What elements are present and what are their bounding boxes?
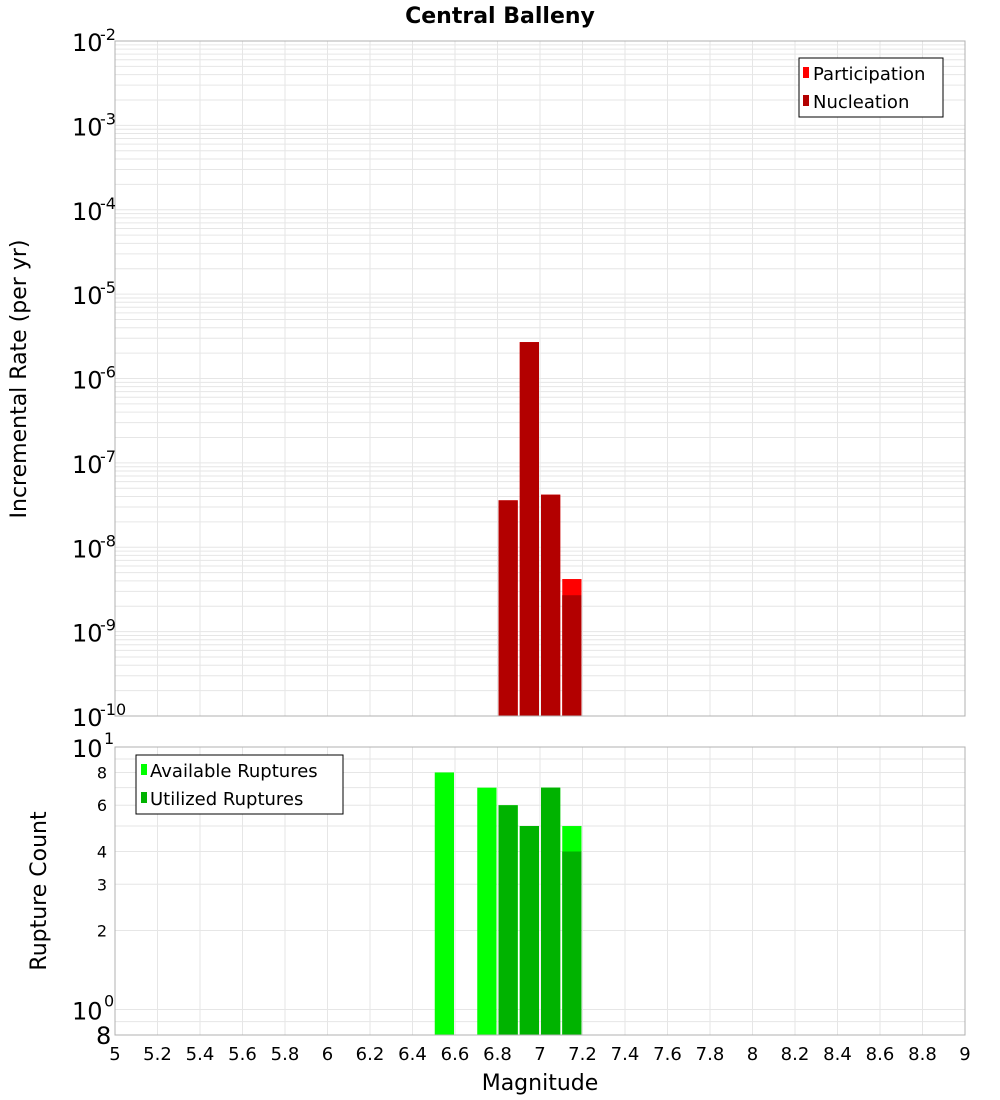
x-tick-label: 7 [534, 1044, 545, 1065]
x-tick-label: 5.8 [271, 1044, 300, 1065]
bottom-y-minor-tick-label: 3 [97, 875, 107, 894]
x-tick-label: 6.2 [356, 1044, 385, 1065]
x-tick-label: 7.6 [653, 1044, 682, 1065]
x-tick-label: 7.2 [568, 1044, 597, 1065]
legend-participation-swatch [803, 67, 809, 78]
top-y-tick-exponent: -10 [100, 700, 126, 719]
bottom-y-axis-label: Rupture Count [27, 811, 52, 971]
top-y-tick-label: 10 [72, 620, 103, 648]
top-legend: Participation Nucleation [798, 57, 944, 118]
top-y-tick-exponent: -4 [100, 194, 116, 213]
x-tick-label: 9 [959, 1044, 970, 1065]
top-legend-box [798, 57, 944, 118]
x-tick-label: 8.6 [866, 1044, 895, 1065]
bottom-legend-box [135, 754, 344, 815]
top-y-tick-label: 10 [72, 451, 103, 479]
x-tick-label: 7.4 [611, 1044, 640, 1065]
x-tick-label: 8 [747, 1044, 758, 1065]
nucleation-bar [498, 500, 518, 716]
top-y-axis-label: Incremental Rate (per yr) [7, 240, 32, 519]
utilized-ruptures-bar [519, 826, 539, 1035]
top-y-tick-exponent: -5 [100, 278, 116, 297]
legend-nucleation-swatch [803, 95, 809, 106]
top-y-tick-label: 10 [72, 113, 103, 141]
legend-available-swatch [141, 764, 147, 775]
bottom-bars [434, 772, 582, 1035]
x-tick-label: 5.2 [143, 1044, 172, 1065]
available-ruptures-bar [477, 787, 497, 1035]
top-y-tick-label: 10 [72, 367, 103, 395]
top-grid [114, 41, 966, 717]
top-y-tick-label: 10 [72, 535, 103, 563]
bottom-y-minor-tick-label: 2 [97, 922, 107, 941]
bottom-y-minor-tick-label: 4 [97, 842, 107, 861]
legend-utilized-label: Utilized Ruptures [150, 789, 303, 810]
x-axis-label: Magnitude [482, 1071, 599, 1096]
utilized-ruptures-bar [498, 805, 518, 1035]
x-tick-label: 5.4 [186, 1044, 215, 1065]
x-tick-label: 8.8 [908, 1044, 937, 1065]
top-bars [498, 342, 582, 716]
bottom-y-minor-tick-label: 6 [97, 796, 107, 815]
top-y-tick-exponent: -6 [100, 363, 116, 382]
legend-participation-label: Participation [813, 64, 925, 85]
x-tick-label: 6.6 [441, 1044, 470, 1065]
x-ticks: 5 5.2 5.4 5.6 5.8 6 6.2 6.4 6.6 6.8 7 7.2 7.4 7.6 7.8 8… [109, 1044, 970, 1065]
legend-nucleation-label: Nucleation [813, 92, 909, 113]
x-tick-label: 6.8 [483, 1044, 512, 1065]
utilized-ruptures-bar [541, 787, 561, 1035]
bottom-legend: Available Ruptures Utilized Ruptures [135, 754, 344, 815]
nucleation-bar [541, 494, 561, 716]
top-y-tick-label: 10 [72, 282, 103, 310]
chart-title: Central Balleny [405, 4, 595, 29]
nucleation-bar [562, 595, 582, 716]
x-tick-label: 8.4 [823, 1044, 852, 1065]
top-y-ticks: 10-210-310-410-510-610-710-810-910-10 [72, 25, 126, 732]
legend-available-label: Available Ruptures [150, 761, 318, 782]
bottom-y-tick-exponent: 1 [104, 729, 114, 748]
bottom-y-tick-exponent: 0 [104, 992, 114, 1011]
top-y-tick-exponent: -9 [100, 616, 116, 635]
nucleation-bar [519, 342, 539, 716]
bottom-y-tick-label: 10 [72, 735, 103, 763]
available-ruptures-bar [434, 772, 454, 1035]
x-tick-label: 7.8 [696, 1044, 725, 1065]
top-panel: 10-210-310-410-510-610-710-810-910-10 In… [7, 25, 966, 732]
top-y-tick-exponent: -7 [100, 447, 116, 466]
bottom-plot-frame [114, 746, 966, 1036]
top-y-tick-exponent: -3 [100, 109, 116, 128]
top-y-tick-exponent: -2 [100, 25, 116, 44]
bottom-y-tick-label: 8 [96, 1022, 111, 1050]
x-tick-label: 5 [109, 1044, 120, 1065]
top-y-tick-label: 10 [72, 29, 103, 57]
top-y-tick-label: 10 [72, 704, 103, 732]
legend-utilized-swatch [141, 792, 147, 803]
top-plot-frame [114, 40, 966, 717]
x-tick-label: 5.6 [228, 1044, 257, 1065]
x-tick-label: 8.2 [781, 1044, 810, 1065]
x-tick-label: 6 [322, 1044, 333, 1065]
top-y-tick-exponent: -8 [100, 531, 116, 550]
x-tick-label: 6.4 [398, 1044, 427, 1065]
bottom-y-minor-tick-label: 8 [97, 763, 107, 782]
utilized-ruptures-bar [562, 851, 582, 1035]
bottom-y-tick-label: 10 [72, 998, 103, 1026]
top-y-tick-label: 10 [72, 198, 103, 226]
